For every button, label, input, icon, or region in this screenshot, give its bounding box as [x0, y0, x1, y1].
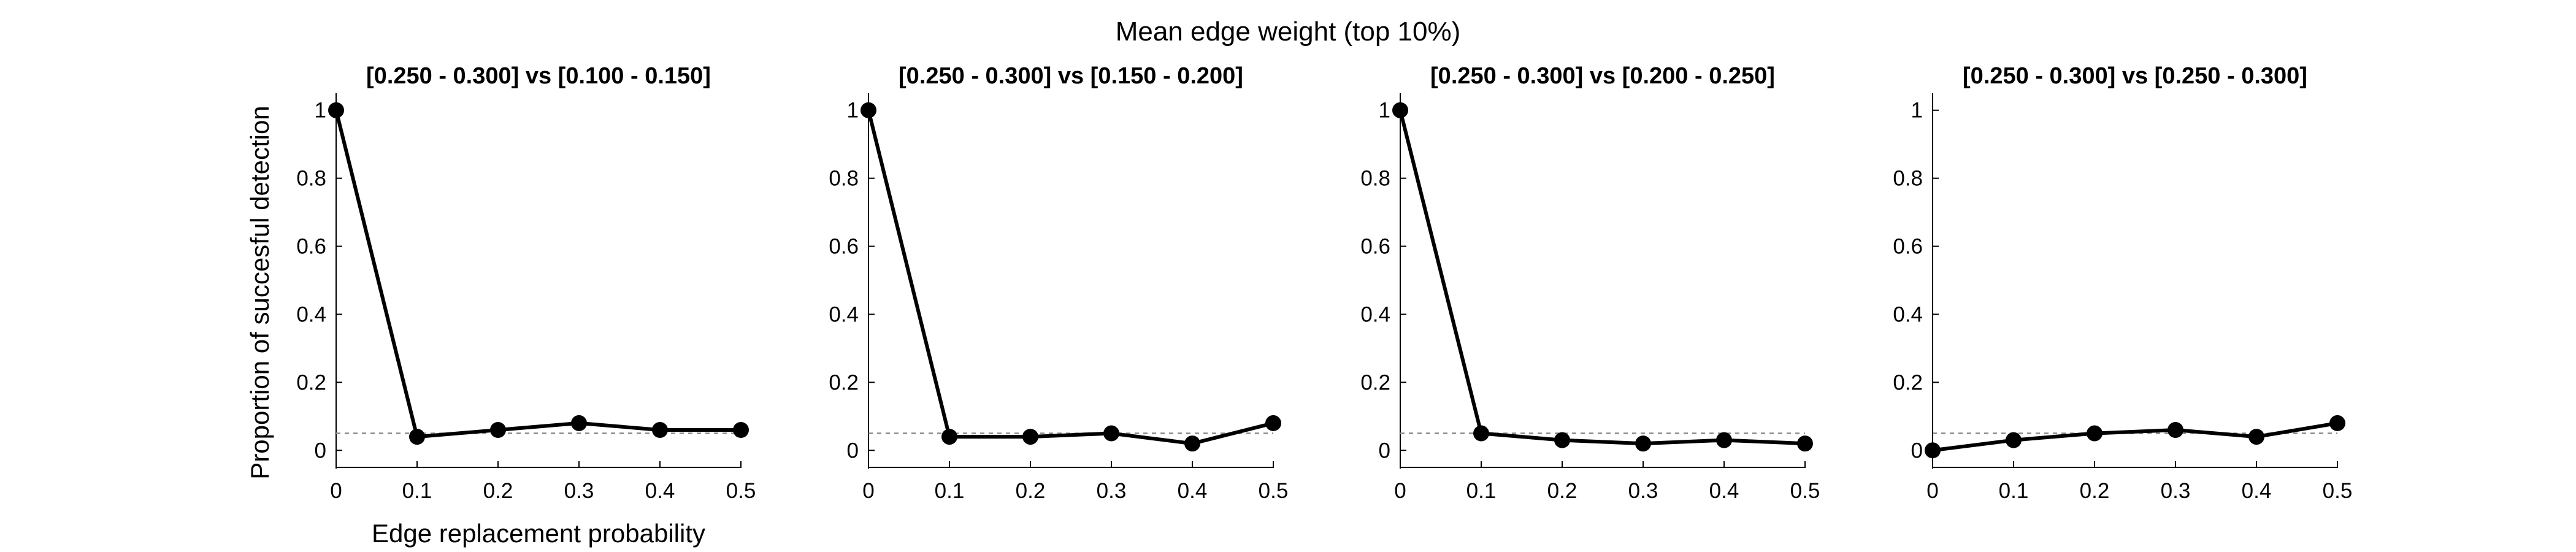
data-point — [733, 422, 749, 438]
x-tick-label: 0.4 — [1178, 479, 1208, 503]
x-tick-label: 0.4 — [645, 479, 675, 503]
data-point — [1103, 425, 1119, 442]
x-tick-label: 0 — [1394, 479, 1406, 503]
y-tick-label: 0.2 — [1893, 370, 1923, 394]
x-tick-label: 0.5 — [1790, 479, 1820, 503]
x-tick-label: 0.3 — [1628, 479, 1658, 503]
data-point — [1184, 435, 1200, 452]
y-tick-label: 0.4 — [1360, 302, 1390, 326]
y-tick-label: 0.6 — [296, 235, 326, 259]
series-line — [1398, 109, 1806, 446]
series-line — [334, 110, 741, 439]
data-point — [1716, 432, 1732, 448]
data-point — [1392, 102, 1408, 118]
panel-title: [0.250 - 0.300] vs [0.100 - 0.150] — [366, 63, 711, 89]
y-tick-label: 0.2 — [1360, 370, 1390, 394]
chart-panel-4: [0.250 - 0.300] vs [0.250 - 0.300] 0 0.2 0.… — [1893, 63, 2352, 503]
data-point — [2329, 415, 2345, 431]
series-line — [1932, 421, 2338, 453]
data-point — [409, 429, 425, 445]
x-tick-label: 0.2 — [483, 479, 513, 503]
x-tick-label: 0.3 — [564, 479, 594, 503]
y-tick-label: 0.6 — [1360, 235, 1390, 259]
panel-title: [0.250 - 0.300] vs [0.200 - 0.250] — [1430, 63, 1775, 89]
y-tick-label: 1 — [847, 99, 859, 123]
y-tick-label: 0.4 — [296, 302, 326, 326]
data-point — [1022, 429, 1038, 445]
x-tick-label: 0.1 — [402, 479, 432, 503]
y-tick-label: 1 — [315, 99, 326, 123]
data-point — [652, 422, 668, 438]
panel-title: [0.250 - 0.300] vs [0.150 - 0.200] — [899, 63, 1243, 89]
x-tick-label: 0.5 — [2323, 479, 2353, 503]
y-tick-label: 1 — [1911, 99, 1923, 123]
x-tick-label: 0.4 — [2242, 479, 2272, 503]
y-tick-label: 0.8 — [1360, 167, 1390, 191]
x-tick-label: 0.5 — [726, 479, 756, 503]
data-point — [1797, 435, 1813, 452]
chart-panels: [0.250 - 0.300] vs [0.100 - 0.150] 0 0.2 0.… — [245, 63, 2352, 548]
data-point — [571, 415, 587, 431]
y-tick-label: 0.6 — [829, 235, 859, 259]
y-tick-label: 0.4 — [1893, 302, 1923, 326]
x-tick-label: 0.4 — [1709, 479, 1739, 503]
y-tick-label: 0.8 — [296, 167, 326, 191]
data-point — [2006, 432, 2022, 448]
y-tick-label: 0.6 — [1893, 235, 1923, 259]
data-point — [941, 429, 957, 445]
data-point — [1635, 435, 1651, 452]
y-tick-label: 0.8 — [829, 167, 859, 191]
y-tick-label: 0.8 — [1893, 167, 1923, 191]
x-tick-label: 0.2 — [1547, 479, 1577, 503]
data-point — [1473, 425, 1489, 442]
x-tick-label: 0.1 — [935, 479, 965, 503]
x-axis-label: Edge replacement probability — [372, 519, 705, 548]
x-tick-label: 0.2 — [2080, 479, 2110, 503]
data-point — [490, 422, 506, 438]
y-tick-label: 0 — [1911, 439, 1923, 462]
y-tick-label: 1 — [1379, 99, 1390, 123]
x-tick-label: 0 — [862, 479, 874, 503]
x-tick-label: 0 — [1926, 479, 1938, 503]
data-point — [2248, 429, 2264, 445]
x-tick-label: 0.3 — [1097, 479, 1127, 503]
x-tick-label: 0 — [330, 479, 342, 503]
chart-panel-3: [0.250 - 0.300] vs [0.200 - 0.250] 0 0.2 0.… — [1360, 63, 1820, 503]
y-tick-label: 0 — [847, 439, 859, 462]
y-axis-label: Proportion of succesful detection — [245, 105, 274, 479]
y-tick-label: 0 — [1379, 439, 1390, 462]
x-tick-label: 0.5 — [1259, 479, 1289, 503]
data-point — [2168, 422, 2183, 438]
series-line — [867, 110, 1274, 446]
y-tick-label: 0 — [315, 439, 326, 462]
x-tick-label: 0.1 — [1999, 479, 2029, 503]
y-tick-label: 0.2 — [829, 370, 859, 394]
data-point — [861, 102, 876, 118]
data-point — [1265, 415, 1281, 431]
x-tick-label: 0.2 — [1016, 479, 1046, 503]
figure-suptitle: Mean edge weight (top 10%) — [1116, 17, 1461, 47]
chart-panel-2: [0.250 - 0.300] vs [0.150 - 0.200] 0 0.2 0.… — [829, 63, 1288, 503]
data-point — [1925, 442, 1941, 459]
chart-panel-1: [0.250 - 0.300] vs [0.100 - 0.150] 0 0.2 0.… — [245, 63, 756, 548]
data-point — [2087, 425, 2103, 442]
y-tick-label: 0.4 — [829, 302, 859, 326]
x-tick-label: 0.3 — [2161, 479, 2191, 503]
panel-title: [0.250 - 0.300] vs [0.250 - 0.300] — [1963, 63, 2307, 89]
data-point — [1554, 432, 1570, 448]
x-tick-label: 0.1 — [1466, 479, 1497, 503]
data-point — [328, 102, 344, 118]
y-tick-label: 0.2 — [296, 370, 326, 394]
